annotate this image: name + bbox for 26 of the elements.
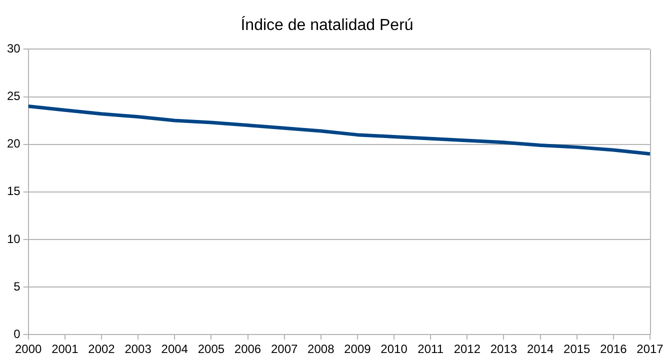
x-tick-label: 2001 bbox=[52, 342, 79, 356]
y-tick-label: 15 bbox=[6, 184, 21, 198]
x-tick-label: 2014 bbox=[526, 342, 554, 356]
x-tick-label: 2013 bbox=[490, 342, 518, 356]
y-tick-label: 5 bbox=[14, 279, 21, 294]
x-tick-label: 2011 bbox=[418, 342, 444, 356]
x-tick-label: 2016 bbox=[600, 342, 628, 356]
x-tick-label: 2004 bbox=[161, 342, 188, 356]
x-tick-label: 2002 bbox=[88, 342, 116, 356]
x-tick-label: 2006 bbox=[234, 342, 262, 356]
x-tick-label: 2010 bbox=[380, 342, 408, 356]
chart-title: Índice de natalidad Perú bbox=[240, 16, 414, 34]
y-tick-label: 20 bbox=[6, 136, 21, 151]
y-tick-label: 30 bbox=[6, 42, 21, 56]
x-tick-label: 2012 bbox=[454, 342, 481, 356]
x-tick-label: 2007 bbox=[270, 342, 298, 356]
y-tick-label: 25 bbox=[6, 89, 21, 104]
x-tick-label: 2009 bbox=[344, 342, 372, 356]
x-tick-label: 2017 bbox=[636, 342, 664, 356]
x-tick-label: 2008 bbox=[308, 342, 335, 356]
y-tick-label: 10 bbox=[6, 232, 21, 246]
x-tick-label: 2003 bbox=[124, 342, 152, 356]
x-tick-label: 2000 bbox=[14, 342, 42, 356]
x-tick-label: 2005 bbox=[198, 342, 225, 356]
x-tick-label: 2015 bbox=[564, 342, 591, 356]
y-tick-label: 0 bbox=[14, 326, 21, 341]
